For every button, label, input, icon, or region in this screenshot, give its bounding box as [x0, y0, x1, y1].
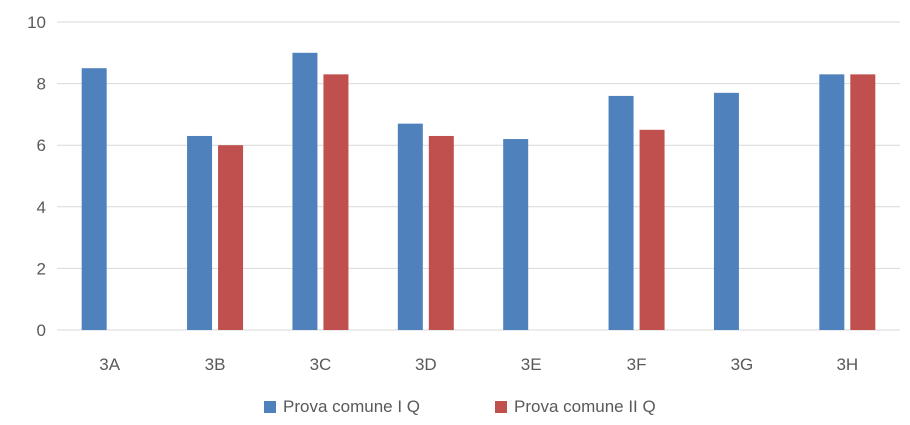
legend-swatch — [495, 401, 507, 413]
x-tick-label: 3H — [836, 355, 858, 374]
bar-3D-series-2 — [428, 135, 454, 330]
y-tick-label: 8 — [37, 75, 46, 94]
y-tick-label: 10 — [27, 13, 46, 32]
x-tick-label: 3B — [205, 355, 226, 374]
legend-swatch — [264, 401, 276, 413]
bar-3H-series-2 — [850, 74, 876, 330]
bar-3E-series-1 — [503, 139, 529, 330]
y-tick-label: 6 — [37, 136, 46, 155]
bars — [81, 52, 876, 331]
bar-3D-series-1 — [397, 123, 423, 330]
bar-3H-series-1 — [819, 74, 845, 330]
x-tick-label: 3D — [415, 355, 437, 374]
y-tick-label: 4 — [37, 198, 46, 217]
legend-label: Prova comune I Q — [283, 397, 420, 416]
y-axis: 0 2 4 6 8 10 — [27, 13, 46, 340]
x-tick-label: 3C — [310, 355, 332, 374]
bar-3B-series-2 — [218, 145, 244, 330]
y-tick-label: 2 — [37, 259, 46, 278]
bar-3C-series-2 — [323, 74, 349, 330]
x-axis: 3A 3B 3C 3D 3E 3F 3G 3H — [99, 355, 858, 374]
bar-3F-series-2 — [639, 129, 665, 330]
bar-3B-series-1 — [187, 135, 213, 330]
x-tick-label: 3E — [521, 355, 542, 374]
x-tick-label: 3G — [731, 355, 754, 374]
bar-3A-series-1 — [81, 68, 107, 330]
legend-label: Prova comune II Q — [514, 397, 656, 416]
y-tick-label: 0 — [37, 321, 46, 340]
gridlines — [57, 21, 900, 331]
x-tick-label: 3A — [99, 355, 120, 374]
bar-3G-series-1 — [713, 92, 739, 330]
legend: Prova comune I Q Prova comune II Q — [264, 397, 656, 416]
bar-3C-series-1 — [292, 52, 318, 331]
x-tick-label: 3F — [627, 355, 647, 374]
bar-3F-series-1 — [608, 95, 634, 330]
